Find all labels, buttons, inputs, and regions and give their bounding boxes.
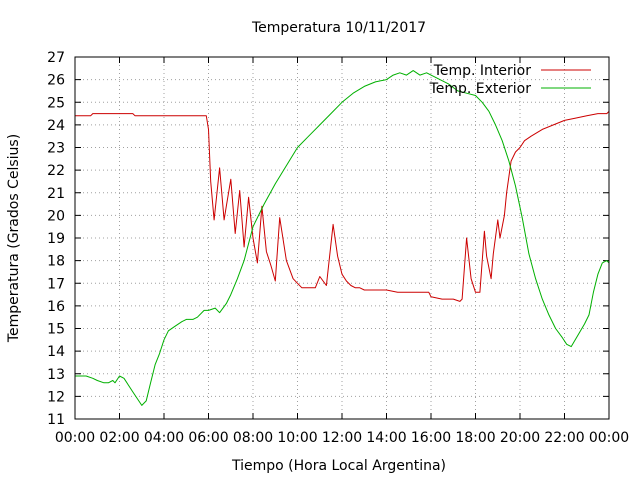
y-tick-label: 19 <box>47 231 65 247</box>
y-tick-label: 13 <box>47 367 65 383</box>
y-tick-label: 16 <box>47 299 65 315</box>
y-tick-label: 12 <box>47 389 65 405</box>
y-tick-label: 11 <box>47 412 65 428</box>
y-tick-label: 27 <box>47 50 65 66</box>
y-tick-label: 15 <box>47 322 65 338</box>
y-tick-label: 20 <box>47 208 65 224</box>
y-tick-label: 18 <box>47 254 65 270</box>
x-tick-label: 02:00 <box>99 430 139 446</box>
legend-label-interior: Temp. Interior <box>433 63 532 79</box>
series-line-interior <box>75 110 610 302</box>
x-tick-label: 04:00 <box>144 430 184 446</box>
x-tick-label: 18:00 <box>455 430 495 446</box>
plot-frame <box>74 56 610 420</box>
x-tick-label: 10:00 <box>277 430 317 446</box>
series-lines <box>75 70 610 406</box>
y-tick-label: 24 <box>47 118 65 134</box>
y-tick-label: 23 <box>47 141 65 157</box>
x-tick-label: 00:00 <box>55 430 95 446</box>
x-tick-label: 06:00 <box>188 430 228 446</box>
series-line-exterior <box>75 70 610 406</box>
y-tick-label: 14 <box>47 344 65 360</box>
y-tick-label: 25 <box>47 95 65 111</box>
y-axis-label: Temperatura (Grados Celsius) <box>6 134 22 343</box>
y-tick-label: 17 <box>47 276 65 292</box>
y-tick-label: 22 <box>47 163 65 179</box>
x-tick-label: 14:00 <box>366 430 406 446</box>
x-tick-label: 20:00 <box>500 430 540 446</box>
x-tick-label: 08:00 <box>233 430 273 446</box>
legend-label-exterior: Temp. Exterior <box>429 81 532 97</box>
x-tick-label: 16:00 <box>411 430 451 446</box>
y-tick-label: 21 <box>47 186 65 202</box>
x-tick-label: 22:00 <box>544 430 584 446</box>
chart-title: Temperatura 10/11/2017 <box>251 20 426 36</box>
y-tick-label: 26 <box>47 73 65 89</box>
x-axis-label: Tiempo (Hora Local Argentina) <box>231 458 446 474</box>
legend: Temp. Interior Temp. Exterior <box>429 63 591 97</box>
x-tick-label: 00:00 <box>589 430 629 446</box>
x-tick-label: 12:00 <box>322 430 362 446</box>
